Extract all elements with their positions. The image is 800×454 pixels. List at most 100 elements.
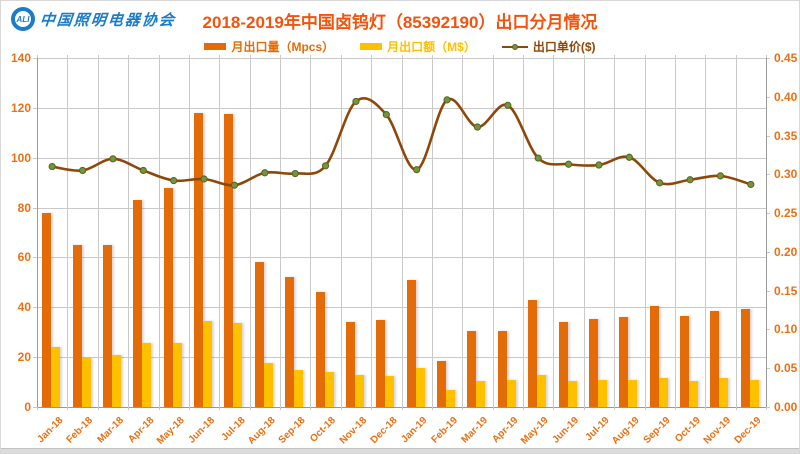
export-volume-bar <box>224 114 234 407</box>
x-axis-label: Aug-18 <box>245 415 278 447</box>
bottom-axis-tick <box>766 407 767 410</box>
export-value-bar <box>81 358 91 407</box>
top-axis-tick <box>249 55 251 58</box>
left-axis-label: 140 <box>10 51 31 65</box>
unit-price-marker <box>413 166 421 174</box>
right-axis-label: 0.45 <box>774 51 798 65</box>
bottom-axis-tick <box>674 407 676 410</box>
unit-price-marker <box>656 179 664 187</box>
gridline-v <box>280 58 281 407</box>
left-axis-label: 100 <box>10 150 31 165</box>
gridline-v <box>188 58 190 407</box>
top-axis-tick <box>705 55 707 58</box>
gridline-v <box>492 58 494 407</box>
x-axis-label: Sep-18 <box>276 415 308 446</box>
gridline-v <box>67 58 69 407</box>
export-volume-bar <box>740 308 750 407</box>
unit-price-marker <box>382 111 390 119</box>
bottom-axis-tick <box>97 407 99 410</box>
left-axis-tick <box>33 157 37 159</box>
export-volume-bar <box>497 330 507 407</box>
bottom-axis-tick <box>37 407 38 410</box>
cali-logo: ALI 中国照明电器协会 <box>11 7 177 31</box>
bottom-axis-tick <box>523 407 524 410</box>
legend-item-export-volume: 月出口量（Mpcs） <box>204 38 334 55</box>
x-axis-label: Feb-18 <box>64 415 96 446</box>
right-axis-label: 0.15 <box>774 283 798 298</box>
x-axis-label: Sep-19 <box>641 415 673 446</box>
bottom-axis-tick <box>614 407 616 410</box>
export-value-bar <box>415 368 425 407</box>
top-axis-tick <box>614 55 616 58</box>
export-value-bar <box>658 378 668 407</box>
export-value-bar <box>506 379 516 407</box>
bottom-axis-tick <box>249 407 251 410</box>
cali-logo-icon: ALI <box>11 7 35 31</box>
gridline-v <box>128 58 130 407</box>
export-volume-bar <box>163 187 173 407</box>
unit-price-marker <box>473 123 482 131</box>
left-axis-label: 40 <box>17 300 31 315</box>
left-axis-tick <box>33 307 37 309</box>
export-value-bar <box>324 372 334 407</box>
right-axis-tick <box>766 251 770 253</box>
export-volume-bar <box>528 299 538 407</box>
gridline-v <box>158 58 160 407</box>
x-axis-label: Jan-18 <box>34 415 65 446</box>
bottom-axis-tick <box>158 407 160 410</box>
export-value-bar <box>628 379 638 407</box>
gridline-v <box>219 58 221 407</box>
top-axis-tick <box>431 55 433 58</box>
top-axis-tick <box>97 55 99 58</box>
right-axis-tick <box>766 96 770 98</box>
export-volume-bar <box>619 317 629 407</box>
export-volume-bar <box>680 316 690 407</box>
x-axis-label: Jan-19 <box>399 415 430 446</box>
unit-price-marker <box>686 176 694 184</box>
top-axis-tick <box>188 55 190 58</box>
export-value-bar <box>476 380 486 407</box>
x-axis-label: Apr-19 <box>490 415 521 446</box>
export-volume-bar <box>254 262 264 407</box>
bottom-axis-tick <box>644 407 646 410</box>
export-volume-bar <box>285 277 295 407</box>
top-axis-tick <box>553 55 555 58</box>
gridline-v <box>431 58 433 407</box>
unit-price-marker <box>170 176 178 185</box>
left-axis-tick <box>33 207 37 209</box>
top-axis-tick <box>674 55 676 58</box>
export-value-bar <box>597 379 607 407</box>
export-value-bar <box>567 380 577 407</box>
chart-legend: 月出口量（Mpcs） 月出口额（M$） 出口单价($) <box>1 38 799 55</box>
left-axis-label: 120 <box>10 100 31 115</box>
gridline-v <box>310 58 312 407</box>
right-axis-tick <box>766 407 770 408</box>
left-axis-tick <box>33 357 37 359</box>
right-axis-tick <box>766 58 770 59</box>
legend-label-unit-price: 出口单价($) <box>532 40 596 54</box>
left-axis-label: 80 <box>17 200 31 215</box>
top-axis-tick <box>37 55 38 58</box>
bottom-axis-tick <box>219 407 221 410</box>
bottom-axis-tick <box>67 407 69 410</box>
top-axis-tick <box>158 55 160 58</box>
bottom-axis-tick <box>492 407 494 410</box>
x-axis-label: Nov-19 <box>701 415 734 447</box>
x-axis-label: Jul-18 <box>218 415 248 444</box>
left-axis-label: 0 <box>24 400 31 414</box>
export-value-bar <box>263 363 273 407</box>
x-axis-label: Feb-19 <box>429 415 460 446</box>
export-value-bar <box>354 374 364 407</box>
x-axis-label: Aug-19 <box>610 415 643 447</box>
unit-price-marker <box>78 166 87 175</box>
legend-item-export-value: 月出口额（M$） <box>360 38 476 55</box>
bottom-axis-tick <box>371 407 373 410</box>
right-axis-label: 0.05 <box>774 361 798 376</box>
export-value-bar <box>385 375 395 407</box>
export-volume-bar <box>72 244 82 407</box>
x-axis-label: Dec-18 <box>368 415 400 446</box>
gridline-v <box>705 58 707 407</box>
top-axis-tick <box>67 55 69 58</box>
cali-logo-badge: ALI <box>16 14 30 24</box>
